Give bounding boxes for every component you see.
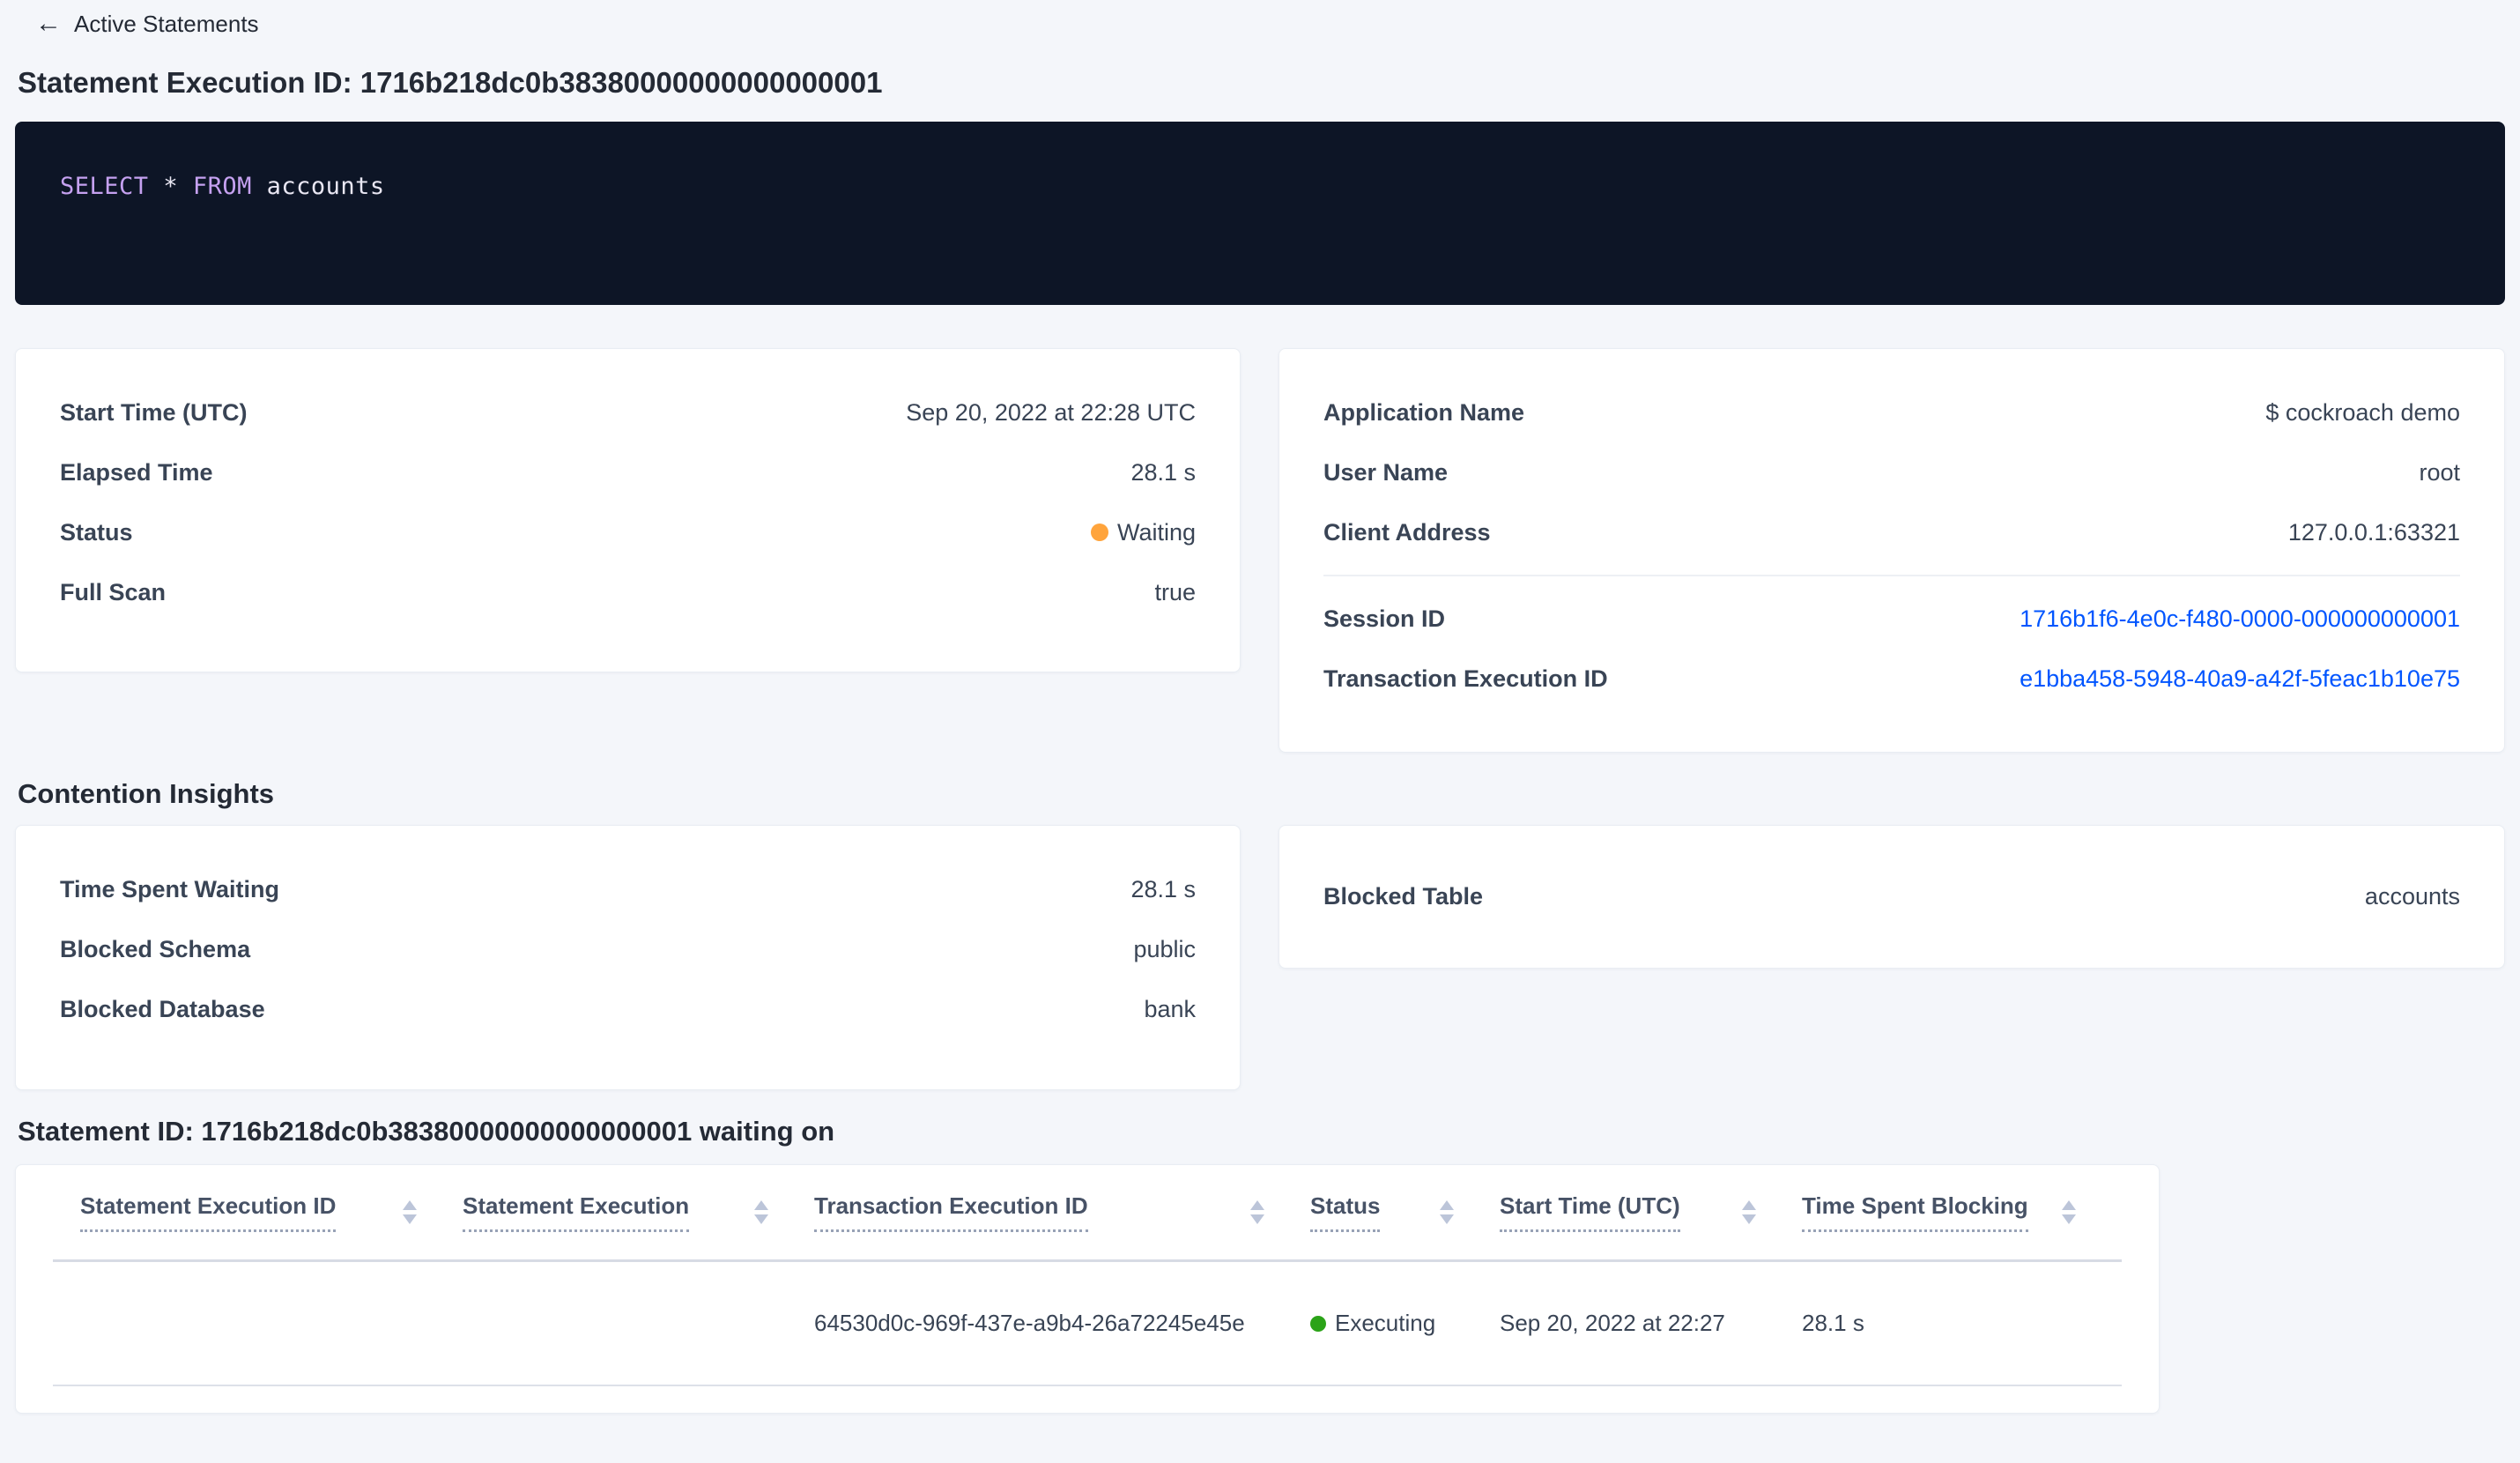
waiting-on-heading: Statement ID: 1716b218dc0b38380000000000… xyxy=(18,1116,835,1147)
row-label: Application Name xyxy=(1323,398,1525,426)
row-transaction-execution-id: Transaction Execution ID e1bba458-5948-4… xyxy=(1279,649,2504,709)
row-value: 28.1 s xyxy=(1130,458,1196,486)
cell-transaction-execution-id: 64530d0c-969f-437e-a9b4-26a72245e45e xyxy=(814,1310,1245,1336)
sql-keyword: FROM xyxy=(192,173,252,200)
executing-status-dot-icon xyxy=(1310,1315,1326,1332)
statement-details-page: ← Active Statements Statement Execution … xyxy=(0,9,2520,1414)
column-label: Statement Execution xyxy=(463,1192,690,1232)
row-session-id: Session ID 1716b1f6-4e0c-f480-0000-00000… xyxy=(1279,589,2504,649)
row-label: Blocked Schema xyxy=(60,935,251,962)
row-time-spent-waiting: Time Spent Waiting 28.1 s xyxy=(16,859,1240,919)
row-start-time: Start Time (UTC) Sep 20, 2022 at 22:28 U… xyxy=(16,382,1240,442)
row-label: Transaction Execution ID xyxy=(1323,665,1608,692)
row-value: $ cockroach demo xyxy=(2265,398,2460,426)
sort-icon xyxy=(1440,1200,1454,1224)
column-label: Statement Execution ID xyxy=(80,1192,337,1232)
column-header-statement-execution-id[interactable]: Statement Execution ID xyxy=(80,1192,463,1232)
row-label: Time Spent Waiting xyxy=(60,875,280,902)
session-overview-card: Application Name $ cockroach demo User N… xyxy=(1279,348,2505,753)
row-value: Waiting xyxy=(1090,518,1196,546)
back-link[interactable]: ← Active Statements xyxy=(35,9,2505,39)
column-label: Transaction Execution ID xyxy=(814,1192,1088,1232)
row-value: Sep 20, 2022 at 22:28 UTC xyxy=(906,398,1196,426)
sql-keyword: SELECT xyxy=(60,173,149,200)
sql-star: * xyxy=(163,173,179,200)
sort-icon xyxy=(403,1200,417,1224)
table-header-row: Statement Execution ID Statement Executi… xyxy=(53,1165,2122,1262)
row-client-address: Client Address 127.0.0.1:63321 xyxy=(1279,502,2504,562)
transaction-execution-id-link[interactable]: e1bba458-5948-40a9-a42f-5feac1b10e75 xyxy=(2020,665,2460,692)
table-row: 64530d0c-969f-437e-a9b4-26a72245e45e Exe… xyxy=(53,1262,2122,1386)
back-link-label: Active Statements xyxy=(74,10,259,37)
contention-insights-heading: Contention Insights xyxy=(18,778,275,809)
back-arrow-icon: ← xyxy=(35,9,62,38)
row-label: Blocked Table xyxy=(1323,883,1484,910)
row-value: true xyxy=(1154,578,1196,605)
sort-icon xyxy=(1742,1200,1756,1224)
waiting-statements-table: Statement Execution ID Statement Executi… xyxy=(15,1164,2160,1414)
row-value: 127.0.0.1:63321 xyxy=(2287,518,2460,546)
table-inner: Statement Execution ID Statement Executi… xyxy=(53,1165,2122,1386)
row-value: root xyxy=(2419,458,2460,486)
blocked-table-card: Blocked Table accounts xyxy=(1279,825,2505,969)
contention-section: Time Spent Waiting 28.1 s Blocked Schema… xyxy=(15,825,2505,1090)
row-label: Blocked Database xyxy=(60,995,265,1022)
row-full-scan: Full Scan true xyxy=(16,562,1240,622)
cell-status: Executing xyxy=(1310,1310,1500,1337)
row-blocked-table: Blocked Table accounts xyxy=(1279,867,2504,927)
sort-icon xyxy=(2062,1200,2076,1224)
row-application-name: Application Name $ cockroach demo xyxy=(1279,382,2504,442)
row-label: Start Time (UTC) xyxy=(60,398,248,426)
row-value: bank xyxy=(1144,995,1196,1022)
page-title: Statement Execution ID: 1716b218dc0b3838… xyxy=(18,66,883,99)
column-header-transaction-execution-id[interactable]: Transaction Execution ID xyxy=(814,1192,1310,1232)
row-label: Client Address xyxy=(1323,518,1491,546)
cell-time-spent-blocking: 28.1 s xyxy=(1802,1310,1864,1336)
sort-icon xyxy=(754,1200,768,1224)
row-label: Full Scan xyxy=(60,578,167,605)
overview-section: Start Time (UTC) Sep 20, 2022 at 22:28 U… xyxy=(15,348,2505,753)
status-text: Executing xyxy=(1335,1310,1436,1336)
waiting-status-dot-icon xyxy=(1090,524,1108,541)
row-label: Status xyxy=(60,518,133,546)
status-text: Waiting xyxy=(1116,518,1196,546)
card-divider xyxy=(1323,575,2460,576)
column-label: Time Spent Blocking xyxy=(1802,1192,2028,1232)
session-id-link[interactable]: 1716b1f6-4e0c-f480-0000-000000000001 xyxy=(2020,605,2460,632)
cell-start-time: Sep 20, 2022 at 22:27 xyxy=(1500,1310,1725,1336)
row-blocked-database: Blocked Database bank xyxy=(16,979,1240,1039)
row-elapsed-time: Elapsed Time 28.1 s xyxy=(16,442,1240,502)
row-value: public xyxy=(1133,935,1196,962)
execution-overview-card: Start Time (UTC) Sep 20, 2022 at 22:28 U… xyxy=(15,348,1241,672)
sql-statement-box: SELECT * FROM accounts xyxy=(15,122,2505,305)
column-header-start-time[interactable]: Start Time (UTC) xyxy=(1500,1192,1802,1232)
row-value: accounts xyxy=(2364,883,2460,910)
row-label: Session ID xyxy=(1323,605,1446,632)
sql-table-name: accounts xyxy=(266,173,385,200)
column-header-statement-execution[interactable]: Statement Execution xyxy=(463,1192,814,1232)
column-label: Status xyxy=(1310,1192,1381,1232)
contention-details-card: Time Spent Waiting 28.1 s Blocked Schema… xyxy=(15,825,1241,1090)
row-value: 28.1 s xyxy=(1130,875,1196,902)
row-label: Elapsed Time xyxy=(60,458,213,486)
row-blocked-schema: Blocked Schema public xyxy=(16,919,1240,979)
row-label: User Name xyxy=(1323,458,1449,486)
column-header-status[interactable]: Status xyxy=(1310,1192,1500,1232)
row-user-name: User Name root xyxy=(1279,442,2504,502)
column-label: Start Time (UTC) xyxy=(1500,1192,1680,1232)
row-status: Status Waiting xyxy=(16,502,1240,562)
sort-icon xyxy=(1250,1200,1264,1224)
column-header-time-spent-blocking[interactable]: Time Spent Blocking xyxy=(1802,1192,2122,1232)
